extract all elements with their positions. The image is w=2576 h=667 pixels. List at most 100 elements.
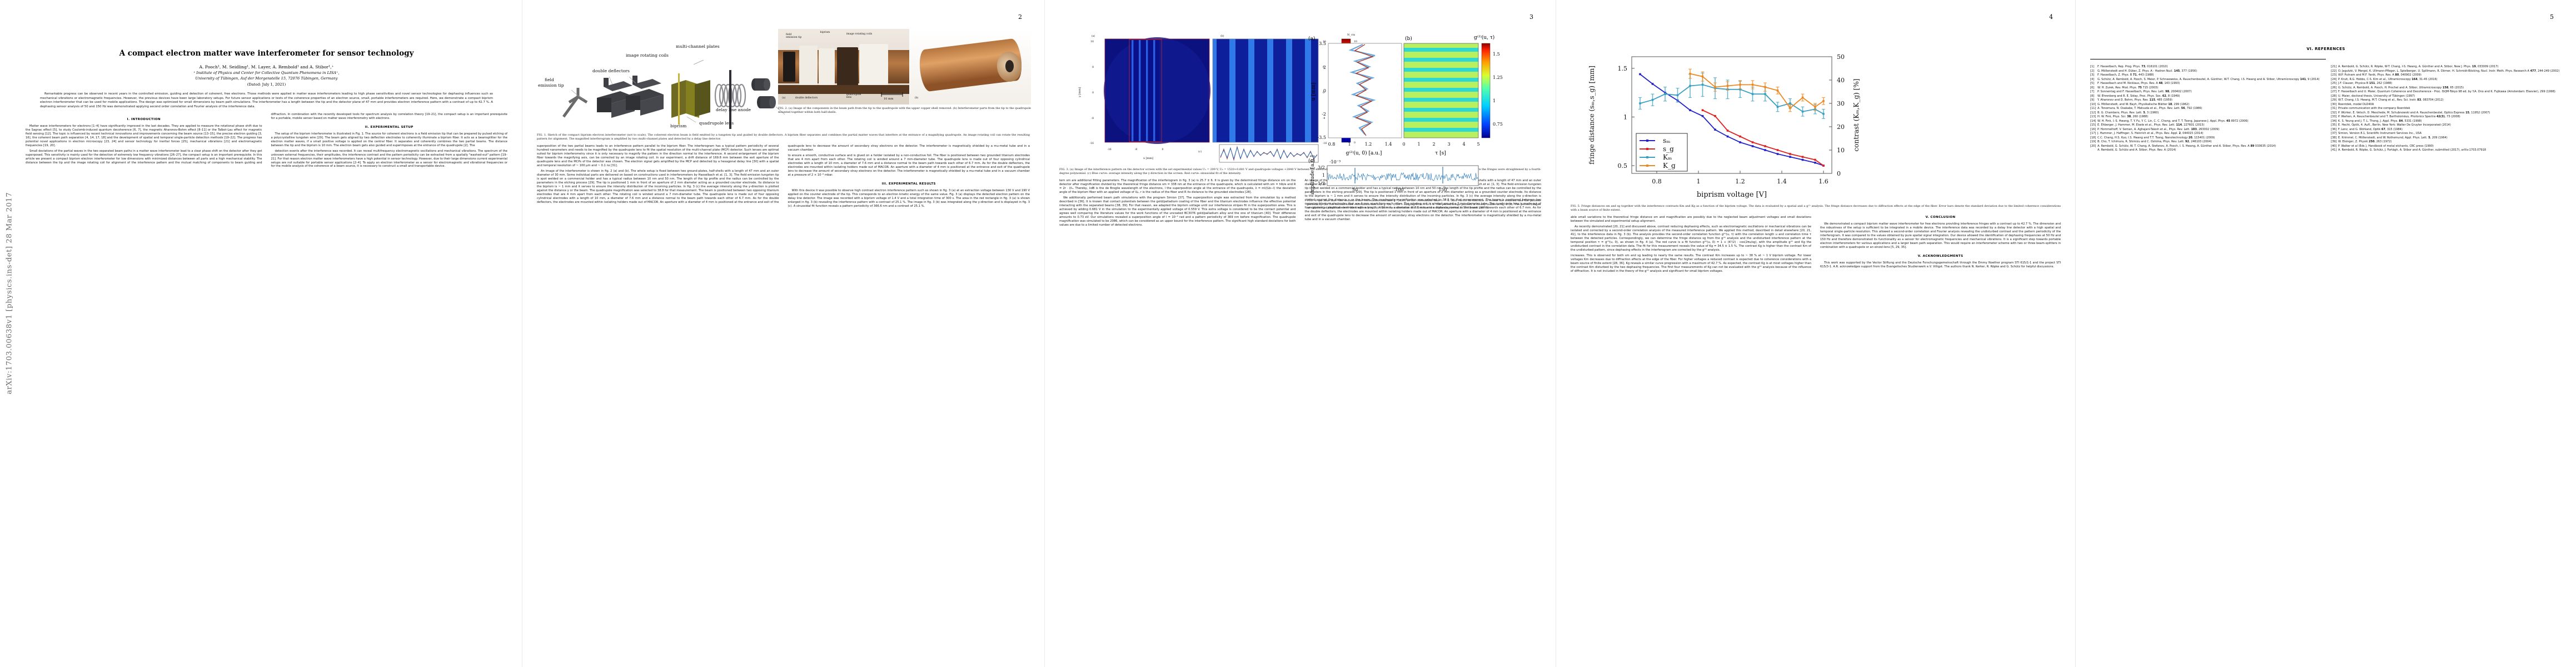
reference-item: [2] G. Möllenstedt and H. Düker, Z. Phys.… xyxy=(2090,69,2321,73)
y-tick: 0.5 xyxy=(1618,162,1628,170)
reference-number: [19] xyxy=(2090,140,2096,143)
reference-number: [9] xyxy=(2090,98,2095,102)
chart-data-point xyxy=(1639,102,1641,104)
reference-number: [32] xyxy=(2331,111,2337,115)
reference-text: E. Ehberger, J. Hammer, M. Eisele et al.… xyxy=(2097,123,2205,127)
figure-5-chart: 0.8 1 1.2 1.4 1.6 0.5 1 1.5 0 10 20 30 40 50 biprism v… xyxy=(1588,53,1860,199)
chart-legend-label: K_g xyxy=(1663,162,1676,170)
paragraph: The setup of the biprism interferometer … xyxy=(271,132,508,147)
y2-tick: 10 xyxy=(1837,147,1845,154)
x-tick: 3 xyxy=(1447,142,1450,147)
paragraph: We additionally performed beam path simu… xyxy=(1059,196,1296,227)
reference-item: [8] W. Ehrenberg and R. E. Siday, Proc. P… xyxy=(2090,94,2321,98)
chart-data-point xyxy=(1776,153,1779,155)
reference-text: W. Ehrenberg and R. E. Siday, Proc. Phys… xyxy=(2097,94,2180,98)
chart-data-point xyxy=(1726,84,1729,87)
reference-text: P. Walker et al (Eds.), Handbook of meta… xyxy=(2338,144,2434,148)
reference-item: [23] W.P. Putnam and M.F. Yanik, Phys. Re… xyxy=(2331,73,2562,77)
chart-series-line xyxy=(1640,84,1824,115)
y-tick: -2 xyxy=(1322,112,1326,117)
page-2: 2 xyxy=(522,0,1045,667)
page-number: 5 xyxy=(2550,13,2554,21)
reference-number: [38] xyxy=(2331,136,2337,140)
reference-item: [17] J. Hammer, J. Haffinger, S. Heinrich… xyxy=(2090,132,2321,136)
section-heading-introduction: I. INTRODUCTION xyxy=(127,117,161,121)
page-number: 3 xyxy=(1529,13,1533,21)
reference-text: F. Hasselbach, Rep. Prog. Phys. 73, 0161… xyxy=(2097,65,2168,68)
label-multi-channel-plates: multi-channel plates xyxy=(676,44,720,49)
chart-data-point xyxy=(1789,102,1791,104)
page-1: arXiv:1703.00638v1 [physics.ins-det] 28 … xyxy=(0,0,522,667)
reference-number: [24] xyxy=(2331,77,2337,81)
reference-item: [21] A. Rembold, G. Schütz, R. Röpke, W-T… xyxy=(2331,65,2562,69)
figure-4-a-y-label: u [mm] xyxy=(1311,83,1317,101)
x-tick: -8 xyxy=(1135,148,1138,151)
reference-text: U. Maier, doctoral thesis, University of… xyxy=(2338,94,2415,98)
y-tick: 8 xyxy=(1323,66,1324,69)
figure-1-labels: field emission tip double deflectors ima… xyxy=(538,44,751,128)
y2-tick: 30 xyxy=(1837,100,1845,107)
chart-data-point xyxy=(1764,149,1766,151)
reference-number: [13] xyxy=(2090,115,2096,118)
reference-text: Y. Aharonov and D. Bohm, Phys. Rev. 115,… xyxy=(2097,98,2173,102)
reference-text: O. Jagutzki, V. Mergel, K. Ullmann-Pfleg… xyxy=(2338,69,2560,73)
reference-item: [40] P. Walker et al (Eds.), Handbook of … xyxy=(2331,145,2562,148)
chart-data-point xyxy=(1739,83,1741,86)
y-tick: 0 xyxy=(1092,91,1094,94)
reference-text: B. Cho, T. Ichimura, R. Shimizu and C. O… xyxy=(2097,140,2212,143)
page-number: 2 xyxy=(1018,13,1022,21)
label-panel-b: (b) xyxy=(914,97,919,100)
reference-text: C.C. Chang, H.S. Kuo, I.S. Hwang and T.T… xyxy=(2097,136,2215,140)
reference-item: [15] E. Ehberger, J. Hammer, M. Eisele et… xyxy=(2090,123,2321,127)
x-tick: 50 xyxy=(1352,187,1358,192)
reference-item: [12] B. G. Chambers, Phys. Rev. Lett. 5, … xyxy=(2090,111,2321,115)
chart-data-point xyxy=(1726,135,1729,138)
author-list: A. Pooch¹, M. Seidling¹, M. Layer, A. Re… xyxy=(199,64,334,69)
fft-noise-trace xyxy=(1327,172,1478,181)
x-tick: 2 xyxy=(1432,142,1435,147)
chart-data-point xyxy=(1639,73,1641,76)
chart-data-point xyxy=(1714,115,1716,117)
paragraph: superposition of the two partial beams l… xyxy=(537,145,779,168)
page-5: 5 VI. REFERENCES [1] F. Hasselbach, Rep. … xyxy=(2076,0,2576,667)
page-title: A compact electron matter wave interfero… xyxy=(119,49,414,58)
reference-item: [18] C.C. Chang, H.S. Kuo, I.S. Hwang and… xyxy=(2090,136,2321,140)
label-field-emission-tip: field emission tip xyxy=(786,33,802,39)
x-tick: 1.4 xyxy=(1777,178,1787,185)
paragraph: tern sm are additional fitting parameter… xyxy=(1059,179,1296,195)
double-deflectors-icon xyxy=(597,76,664,118)
reference-item: [20] A. Rembold, G. Schütz, W. T. Chang, … xyxy=(2090,145,2321,148)
chart-data-point xyxy=(1764,86,1766,88)
page-3-columns: tern sm are additional fitting parameter… xyxy=(1059,179,1541,490)
reference-text: P. Kruit, R.G. Hobbs, C-S. Kim et al., U… xyxy=(2338,77,2438,81)
reference-item: [25] J.F. Clauser, Physica B 151, 262 (19… xyxy=(2331,82,2562,86)
y-tick: -16 xyxy=(1090,142,1094,145)
chart-data-point xyxy=(1801,156,1804,158)
reference-text: Roentdek, model DLD40A xyxy=(2338,102,2374,106)
chart-data-point xyxy=(1776,106,1779,108)
chart-data-point xyxy=(1689,84,1691,87)
chart-data-point xyxy=(1701,109,1704,112)
chart-data-point xyxy=(1739,88,1741,91)
reference-item: [14] W. H. Fink, I.-S. Hwang, T. Y. Fu, Y… xyxy=(2090,120,2321,123)
x-tick: 0 xyxy=(1162,148,1164,151)
figure-4-b-x-label: τ [s] xyxy=(1435,151,1446,156)
chart-data-point xyxy=(1764,145,1766,147)
figure-4-colorbar xyxy=(1481,43,1491,138)
reference-text: A. Rembold, R. Röpke, G. Schütz, J. Fort… xyxy=(2338,148,2487,152)
reference-text: B. G. Chambers, Phys. Rev. Lett. 5, 3 (1… xyxy=(2097,111,2159,115)
chart-data-point xyxy=(1801,110,1804,113)
chart-data-point xyxy=(1822,165,1825,167)
reference-text: J. Hammer, J. Haffinger, S. Heinrich et … xyxy=(2097,132,2204,135)
y-tick: 1.5 xyxy=(1618,65,1628,72)
svg-text:10 mm: 10 mm xyxy=(884,97,894,100)
reference-number: [40] xyxy=(2331,144,2337,148)
chart-data-point xyxy=(1714,128,1716,131)
chart-data-point xyxy=(1776,89,1779,92)
title-block: A compact electron matter wave interfero… xyxy=(26,12,507,113)
section-heading-setup: II. EXPERIMENTAL SETUP xyxy=(365,125,413,129)
chart-legend-label: s_g xyxy=(1663,145,1674,153)
reference-text: F. Hasselbach and U. Maier, Quantum Cohe… xyxy=(2338,90,2555,93)
page-4-columns: able small variations to the theoretical… xyxy=(1571,216,2061,505)
